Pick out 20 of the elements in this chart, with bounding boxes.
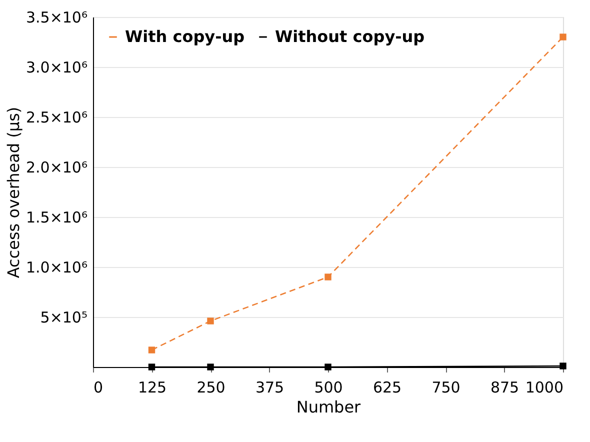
legend-label: Without copy-up [275, 27, 425, 46]
x-tick-label: 1000 [525, 378, 564, 396]
x-tick-label: 125 [138, 378, 167, 396]
x-tick-label: 875 [490, 378, 520, 396]
x-tick-label: 625 [372, 378, 402, 396]
x-tick-label: 375 [255, 378, 284, 396]
y-axis-title: Access overhead (μs) [4, 106, 23, 278]
y-tick-label: 5×10⁵ [40, 308, 88, 326]
y-tick-label: 2.5×10⁶ [26, 108, 88, 126]
y-tick-label: 1.5×10⁶ [26, 208, 88, 226]
y-tick-label: 3.5×10⁶ [26, 8, 88, 26]
legend-label: With copy-up [125, 27, 245, 46]
y-tick-label: 2.0×10⁶ [26, 158, 88, 176]
y-tick-label: 1.0×10⁶ [26, 258, 88, 276]
x-tick-label: 500 [314, 378, 343, 396]
x-tick-label: 250 [196, 378, 226, 396]
x-axis-title: Number [296, 398, 362, 416]
y-tick-label: 3.0×10⁶ [26, 58, 88, 76]
x-tick-label: 0 [94, 378, 104, 396]
x-tick-label: 750 [432, 378, 460, 396]
